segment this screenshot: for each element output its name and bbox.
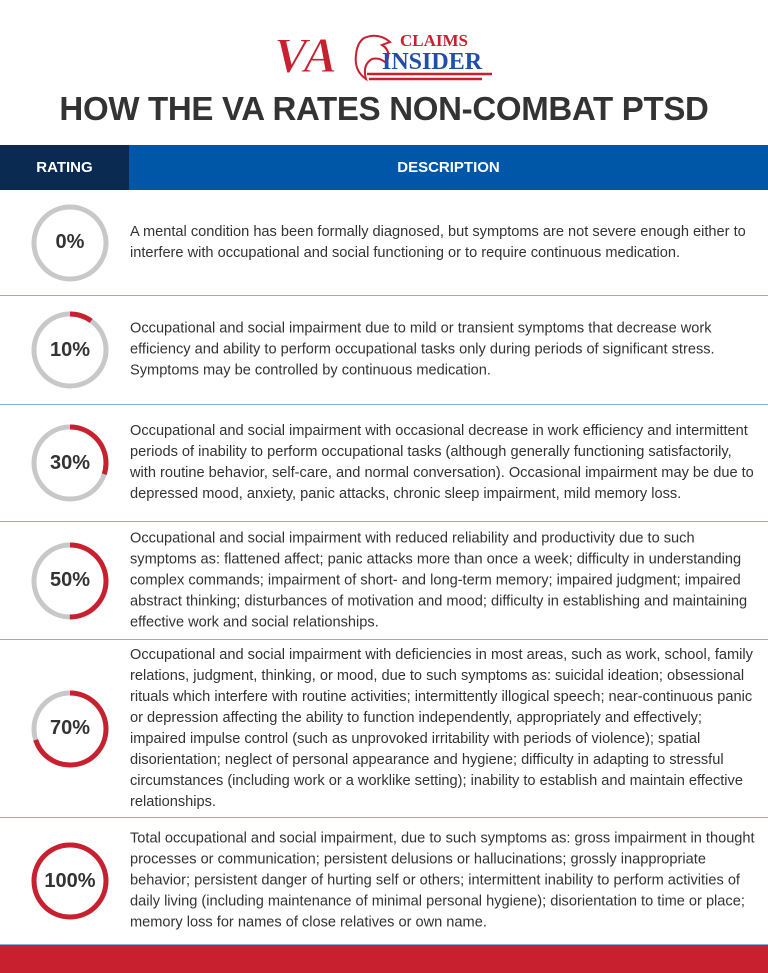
ring-fill: [31, 424, 109, 502]
rating-description: Total occupational and social impairment…: [130, 830, 755, 931]
rating-description: Occupational and social impairment with …: [130, 646, 753, 810]
rating-value: 100%: [44, 869, 96, 892]
ring-fill: [31, 311, 109, 389]
page-title: HOW THE VA RATES NON-COMBAT PTSD: [59, 90, 709, 127]
rating-ring: 0%: [30, 203, 110, 283]
rating-ring: 30%: [30, 423, 110, 503]
rating-value: 10%: [49, 338, 91, 361]
rating-value: 30%: [49, 451, 91, 474]
table-row: 100% Total occupational and social impai…: [0, 818, 768, 945]
table-header: RATING DESCRIPTION: [0, 145, 768, 190]
table-row: 30% Occupational and social impairment w…: [0, 405, 768, 522]
rating-ring: 100%: [30, 841, 110, 921]
rating-ring: 70%: [30, 689, 110, 769]
rating-value: 70%: [49, 717, 91, 739]
ring-fill: [31, 690, 109, 767]
table-row: 10% Occupational and social impairment d…: [0, 296, 768, 405]
rating-description: Occupational and social impairment due t…: [130, 320, 715, 379]
rating-value: 0%: [55, 231, 85, 253]
ring-track: [31, 204, 109, 281]
rating-description: Occupational and social impairment with …: [130, 423, 754, 502]
ring-fill: [31, 842, 109, 920]
ratings-table: 0% A mental condition has been formally …: [0, 190, 768, 945]
rating-ring: 10%: [30, 310, 110, 390]
table-row: 70% Occupational and social impairment w…: [0, 640, 768, 818]
rating-column-header: RATING: [0, 145, 129, 190]
rating-value: 50%: [49, 569, 91, 591]
table-row: 0% A mental condition has been formally …: [0, 190, 768, 296]
ring-fill: [31, 542, 109, 619]
svg-text:VA: VA: [274, 27, 337, 83]
rating-description: Occupational and social impairment with …: [130, 530, 748, 630]
rating-ring: 50%: [30, 541, 110, 621]
table-row: 50% Occupational and social impairment w…: [0, 522, 768, 640]
footer-bar: [0, 945, 768, 973]
va-claims-insider-logo: VA CLAIMS INSIDER: [274, 27, 492, 84]
description-column-header: DESCRIPTION: [129, 145, 768, 190]
svg-text:CLAIMS: CLAIMS: [400, 31, 468, 50]
rating-description: A mental condition has been formally dia…: [130, 223, 746, 261]
svg-text:INSIDER: INSIDER: [382, 49, 483, 75]
